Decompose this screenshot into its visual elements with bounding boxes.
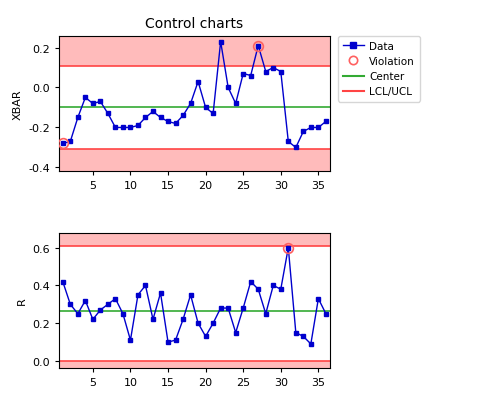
Title: Control charts: Control charts <box>145 17 244 31</box>
Y-axis label: R: R <box>17 297 27 305</box>
Y-axis label: XBAR: XBAR <box>13 89 23 119</box>
Legend: Data, Violation, Center, LCL/UCL: Data, Violation, Center, LCL/UCL <box>338 36 420 102</box>
